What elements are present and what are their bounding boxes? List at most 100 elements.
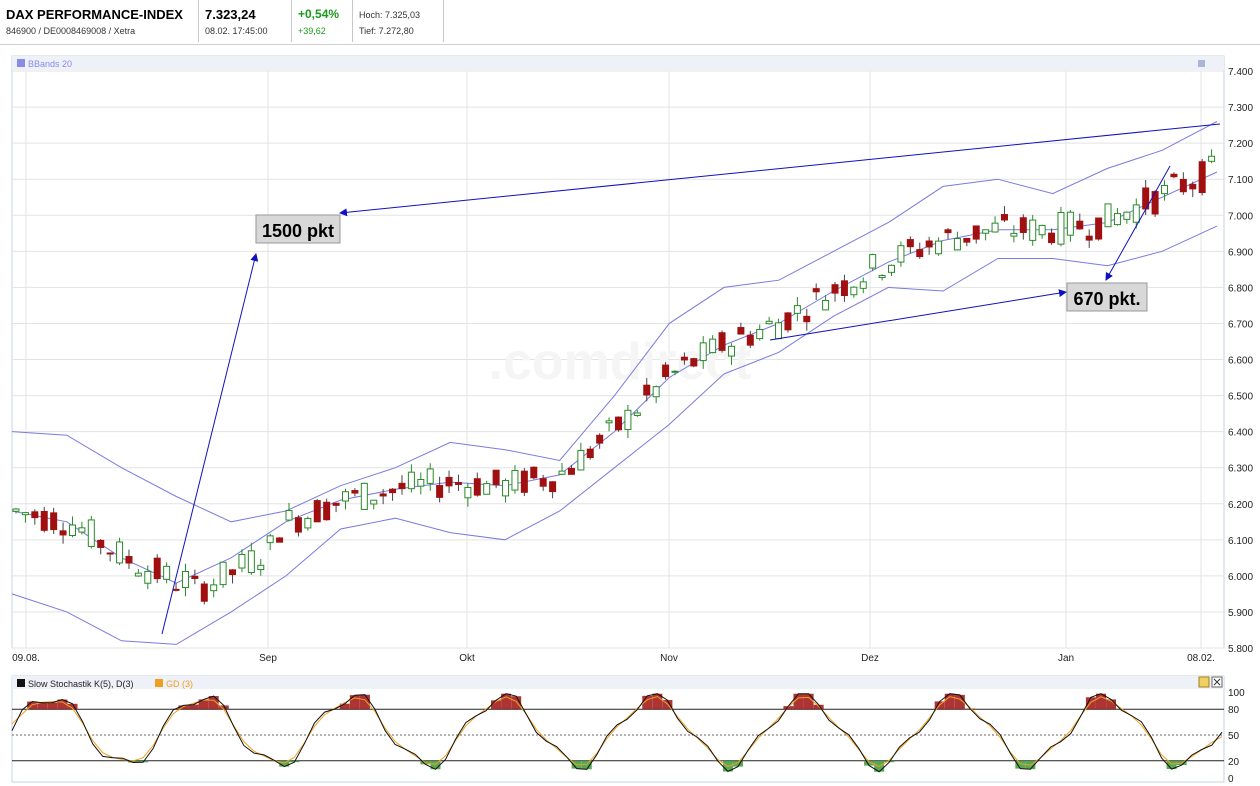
candle-body [1048,232,1056,244]
annotation-670: 670 pkt. [1066,282,1148,312]
x-tick-label: Dez [861,653,879,664]
candle-body [1057,211,1065,245]
candle-body [200,583,208,602]
x-tick-label: Sep [259,653,277,664]
range-cell: Hoch: 7.325,03 Tief: 7.272,80 [353,0,444,42]
candle-body [191,575,199,579]
candle-body [294,517,302,533]
overbought-fill [339,703,350,710]
candle-body [1132,204,1140,223]
overbought-fill [67,703,78,710]
y-tick-label: 6.800 [1228,283,1253,294]
candle-body [1010,232,1018,237]
annotation-box-1500 [255,214,341,244]
candle-body [323,501,331,521]
candle-body [690,358,698,367]
overbought-fill [501,693,512,710]
candle-body [172,588,180,591]
candle-body [40,510,48,531]
candle-body [953,238,961,251]
candle-body [163,565,171,580]
stoch-tick-label: 80 [1228,705,1240,716]
trend-arrow [161,253,259,635]
candle-body [859,281,867,289]
overbought-fill [1106,699,1117,710]
candle-body [125,555,133,564]
price-datetime: 08.02. 17:45:00 [205,26,268,36]
overbought-fill [198,699,209,710]
candle-body [1038,224,1046,236]
candle-body [831,284,839,294]
y-tick-label: 6.100 [1228,536,1253,547]
overbought-fill [57,699,68,710]
overbought-fill [803,693,814,710]
candle-body [897,245,905,263]
expand-icon[interactable] [1198,676,1210,688]
candle-body [492,469,500,486]
candle-body [379,493,387,497]
overbought-fill [642,695,653,710]
candle-body [464,486,472,499]
candle-body [1000,214,1008,221]
close-icon[interactable] [1211,676,1223,688]
candle-body [87,519,95,547]
d-legend-swatch [155,679,163,687]
candle-body [229,569,237,576]
candle-body [360,482,368,510]
candlesticks [12,149,1216,605]
candle-body [313,500,321,523]
band-upper [11,121,1218,523]
candle-body [727,345,735,357]
overbought-fill [954,694,965,710]
candle-body [615,416,622,431]
candle-body [219,561,227,586]
candle-body [822,299,830,311]
candle-body [1170,173,1178,178]
instrument-name: DAX PERFORMANCE-INDEX [6,7,183,22]
last-price: 7.323,24 [205,7,256,22]
overbought-fill [208,696,219,710]
y-tick-label: 6.200 [1228,500,1253,511]
overbought-fill [218,705,229,710]
overbought-fill [47,702,58,710]
watermark: .comdirect [489,333,752,391]
candle-body [671,370,679,373]
candle-body [558,470,566,475]
overbought-fill [652,693,663,710]
day-high: Hoch: 7.325,03 [359,10,421,20]
candle-body [210,584,218,592]
candle-body [144,570,152,584]
candle-body [765,320,773,325]
bollinger-bands [11,121,1218,645]
price-chart: BBands 20 7.400 7.300 7.200 7.100 7.000 6.900… [11,55,1253,664]
overbought-fill [491,700,501,710]
candle-body [746,334,754,346]
candle-body [991,222,999,233]
candle-body [1113,213,1121,226]
change-cell: +0,54% +39,62 [292,0,353,42]
stoch-k-line [11,693,1223,773]
candle-body [1198,161,1206,194]
panel-toggle-icon[interactable] [1198,60,1205,67]
stochastic-label-bar [12,676,1224,689]
candle-body [407,471,415,490]
y-tick-label: 6.500 [1228,392,1253,403]
overbought-fill [1085,697,1096,710]
candle-body [417,479,425,487]
y-tick-label: 6.000 [1228,572,1253,583]
candle-body [247,550,255,574]
x-tick-label: 09.08. [12,653,40,664]
annotation-text-670: 670 pkt. [1073,289,1140,309]
overbought-fill [783,706,794,710]
candle-body [662,364,670,378]
stoch-tick-label: 20 [1228,757,1240,768]
quote-header: DAX PERFORMANCE-INDEX 846900 / DE0008469… [0,0,1260,45]
x-axis: 09.08. Sep Okt Nov Dez Jan 08.02. [12,653,1215,664]
k-legend-swatch [17,679,25,687]
candle-body [963,237,971,243]
oversold-fill [1015,760,1026,769]
d-legend-label: GD (3) [166,679,193,689]
candle-body [567,467,575,475]
x-tick-label: Okt [459,653,475,664]
candle-body [276,537,284,543]
